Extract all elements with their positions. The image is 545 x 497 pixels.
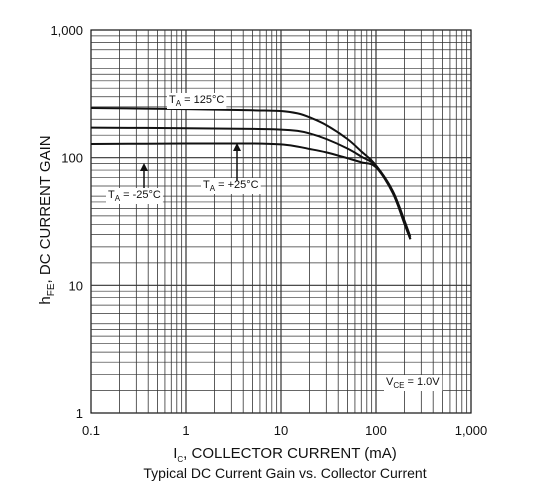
svg-text:TA = -25°C: TA = -25°C	[108, 189, 161, 203]
y-axis-title: hFE, DC CURRENT GAIN	[37, 135, 57, 304]
y-tick-label: 10	[69, 278, 83, 293]
annotation-tam25: TA = -25°C	[106, 188, 163, 204]
x-tick-label: 100	[365, 423, 387, 438]
y-tick-label: 1	[76, 406, 83, 421]
series-lines	[90, 107, 412, 240]
x-tick-label: 10	[274, 423, 288, 438]
series-line-tam25	[90, 142, 412, 240]
tick-labels: 0.1 1 10 100 1,000 1 10 100 1,000	[50, 23, 487, 438]
annotation-backdrop	[201, 178, 261, 194]
x-tick-label: 1,000	[455, 423, 488, 438]
annotation-backdrop	[384, 375, 443, 391]
annotation-ta125: TA = 125°C	[167, 93, 227, 109]
arrow-icon-ta25	[233, 143, 241, 181]
annotations: TA = 125°C TA = +25°C TA = -25°C VCE = 1.0V	[106, 93, 443, 391]
svg-text:TA = 125°C: TA = 125°C	[169, 94, 224, 108]
x-tick-label: 1	[182, 423, 189, 438]
svg-text:VCE = 1.0V: VCE = 1.0V	[386, 376, 440, 390]
chart-caption: Typical DC Current Gain vs. Collector Cu…	[143, 465, 426, 481]
x-axis-title: IC, COLLECTOR CURRENT (mA)	[173, 445, 397, 464]
annotation-backdrop	[106, 188, 163, 204]
annotation-backdrop	[167, 93, 227, 109]
arrow-icon-tam25	[140, 163, 148, 188]
grid	[90, 29, 472, 414]
y-tick-label: 100	[61, 151, 83, 166]
x-tick-label: 0.1	[82, 423, 100, 438]
annotation-vce: VCE = 1.0V	[384, 375, 443, 391]
svg-text:TA = +25°C: TA = +25°C	[203, 179, 259, 193]
annotation-ta25: TA = +25°C	[201, 178, 261, 194]
y-tick-label: 1,000	[50, 23, 83, 38]
